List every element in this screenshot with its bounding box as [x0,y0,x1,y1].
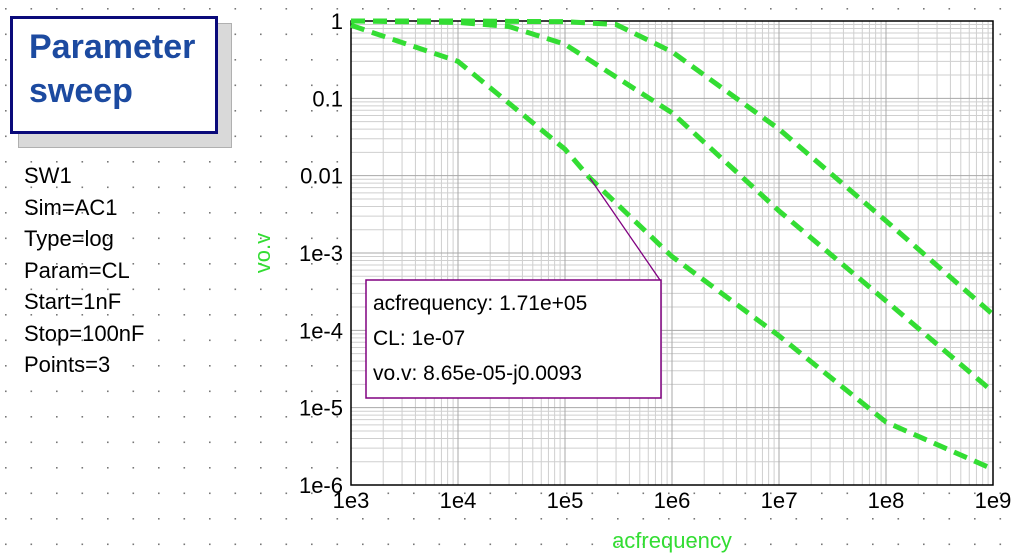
sweep-title: Parameter sweep [29,28,196,110]
x-tick-label: 1e3 [333,488,370,513]
param-type: Type=log [24,226,114,251]
x-tick-label: 1e9 [975,488,1012,513]
param-stop: Stop=100nF [24,320,145,346]
x-tick-label: 1e5 [547,488,584,513]
x-tick-label: 1e7 [761,488,798,513]
y-tick-label: 1e-6 [299,473,343,498]
param-start: Start=1nF [24,289,122,314]
y-tick-label: 1e-5 [299,396,343,421]
chart[interactable]: 1e3 1e4 1e5 1e6 1e7 1e8 1e9 1 0.1 0.01 1e-3 1e-4 1e-… [250,9,1011,553]
y-tick-label: 0.01 [300,164,343,189]
marker-box [365,279,662,399]
y-axis-label: vo.v [250,233,275,273]
marker-text-line: acfrequency: 1.71e+05 [373,292,587,315]
plot-frame [350,20,994,486]
x-axis-label: acfrequency [612,528,732,553]
param-points: Points=3 [24,352,111,377]
param-param: Param=CL [24,257,130,283]
series-line-1 [351,18,995,317]
marker-leader-line [589,177,661,281]
y-tick-label: 1e-4 [299,318,343,343]
sweep-title-box[interactable]: Parameter sweep [10,16,218,134]
x-tick-label: 1e8 [868,488,905,513]
sweep-parameter-list[interactable]: SW1 Sim=AC1 Type=log Param=CL Start=1nF … [24,160,144,381]
series-line-2 [350,18,995,394]
marker-text-line: CL: 1e-07 [373,327,465,350]
param-name: SW1 [24,163,72,188]
x-tick-label: 1e4 [440,488,477,513]
series-line-3 [350,22,995,472]
marker-text-line: vo.v: 8.65e-05-j0.0093 [373,362,582,385]
param-sim: Sim=AC1 [24,194,118,220]
x-tick-label: 1e6 [654,488,691,513]
y-tick-label: 1e-3 [299,241,343,266]
y-tick-label: 1 [331,9,343,34]
y-tick-label: 0.1 [312,86,343,111]
